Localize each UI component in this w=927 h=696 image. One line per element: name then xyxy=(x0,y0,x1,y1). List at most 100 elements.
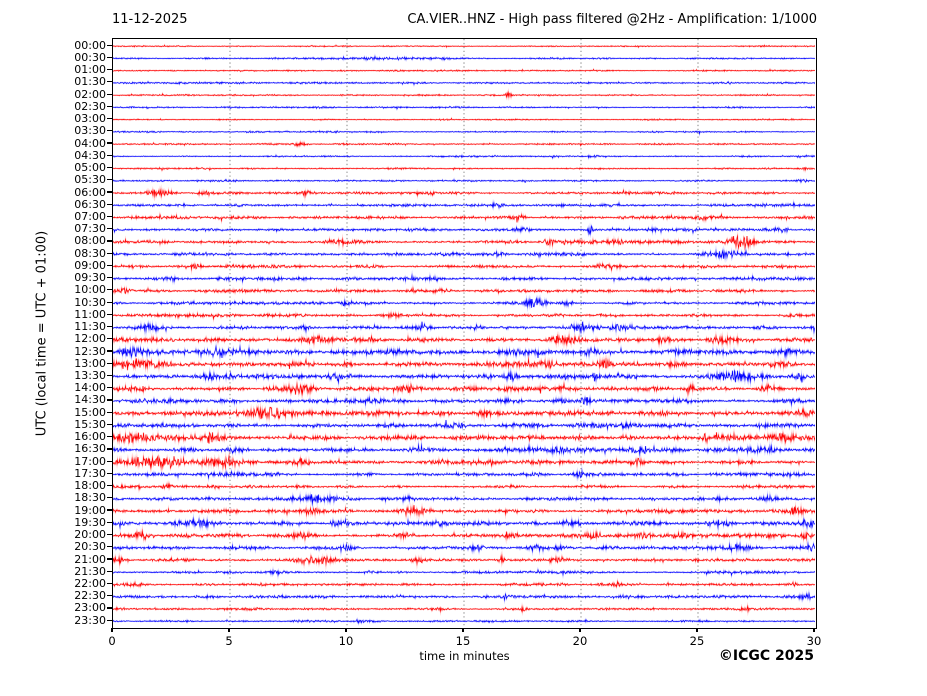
seismogram-canvas xyxy=(113,39,815,627)
y-tick-mark xyxy=(107,289,112,291)
y-tick-label: 03:00 xyxy=(74,112,106,126)
copyright-label: ©ICGC 2025 xyxy=(718,648,814,664)
y-tick-mark xyxy=(107,350,112,352)
y-tick-label: 23:00 xyxy=(74,601,106,615)
y-tick-mark xyxy=(107,448,112,450)
y-tick-label: 13:00 xyxy=(74,356,106,370)
y-tick-mark xyxy=(107,570,112,572)
y-tick-mark xyxy=(107,215,112,218)
y-tick-mark xyxy=(107,533,112,536)
y-tick-label: 17:00 xyxy=(74,454,106,468)
y-tick-mark xyxy=(107,44,112,46)
y-tick-mark xyxy=(107,374,112,377)
y-tick-mark xyxy=(107,325,112,328)
y-tick-label: 23:30 xyxy=(74,613,106,627)
x-tick-label: 10 xyxy=(338,634,354,648)
x-tick-label: 25 xyxy=(689,634,705,648)
y-tick-label: 20:00 xyxy=(74,528,106,542)
y-tick-label: 18:30 xyxy=(74,491,106,505)
y-tick-mark xyxy=(107,497,112,499)
y-tick-label: 15:30 xyxy=(74,417,106,431)
x-tick-mark xyxy=(228,628,230,632)
y-tick-label: 22:30 xyxy=(74,589,106,603)
y-tick-label: 03:30 xyxy=(74,124,106,138)
x-axis-title: time in minutes xyxy=(419,649,510,663)
y-tick-mark xyxy=(107,240,112,242)
y-tick-label: 07:00 xyxy=(74,209,106,223)
x-tick-mark xyxy=(579,628,581,632)
y-tick-mark xyxy=(107,179,112,181)
y-tick-mark xyxy=(107,558,112,560)
y-tick-label: 05:00 xyxy=(74,161,106,175)
x-tick-mark xyxy=(696,628,698,632)
y-tick-label: 00:00 xyxy=(74,38,106,52)
y-tick-label: 02:30 xyxy=(74,99,106,113)
y-tick-label: 10:00 xyxy=(74,283,106,297)
y-tick-label: 01:00 xyxy=(74,63,106,77)
y-tick-mark xyxy=(107,69,112,71)
y-tick-mark xyxy=(107,509,112,511)
y-tick-mark xyxy=(107,338,112,340)
x-tick-label: 15 xyxy=(455,634,471,648)
y-tick-label: 01:30 xyxy=(74,75,106,89)
y-tick-label: 02:00 xyxy=(74,87,106,101)
y-tick-label: 09:00 xyxy=(74,258,106,272)
y-tick-mark xyxy=(107,81,112,83)
y-tick-mark xyxy=(107,411,112,413)
y-tick-label: 19:00 xyxy=(74,503,106,517)
y-tick-label: 09:30 xyxy=(74,271,106,285)
y-tick-mark xyxy=(107,166,112,169)
y-tick-label: 21:30 xyxy=(74,564,106,578)
plot-area xyxy=(112,38,817,629)
y-tick-label: 04:00 xyxy=(74,136,106,150)
y-tick-label: 16:30 xyxy=(74,442,106,456)
y-tick-mark xyxy=(107,130,112,132)
date-label: 11-12-2025 xyxy=(112,12,188,27)
y-tick-mark xyxy=(107,423,112,426)
y-tick-mark xyxy=(107,277,112,279)
y-tick-label: 11:00 xyxy=(74,307,106,321)
x-tick-mark xyxy=(345,628,347,632)
y-tick-mark xyxy=(107,595,112,597)
y-tick-mark xyxy=(107,154,112,156)
y-tick-label: 20:30 xyxy=(74,540,106,554)
y-tick-mark xyxy=(107,105,112,107)
y-tick-label: 14:00 xyxy=(74,381,106,395)
y-tick-mark xyxy=(107,313,112,315)
x-tick-label: 20 xyxy=(572,634,588,648)
x-tick-mark xyxy=(111,628,113,632)
y-tick-mark xyxy=(107,56,112,59)
y-tick-mark xyxy=(107,228,112,230)
y-tick-mark xyxy=(107,460,112,462)
y-tick-mark xyxy=(107,118,112,120)
y-tick-mark xyxy=(107,264,112,266)
y-tick-label: 15:00 xyxy=(74,405,106,419)
y-tick-label: 00:30 xyxy=(74,50,106,64)
y-tick-label: 12:30 xyxy=(74,344,106,358)
y-tick-label: 06:00 xyxy=(74,185,106,199)
y-tick-label: 10:30 xyxy=(74,295,106,309)
y-tick-mark xyxy=(107,485,112,487)
y-tick-label: 12:00 xyxy=(74,332,106,346)
y-tick-mark xyxy=(107,362,112,364)
y-tick-mark xyxy=(107,252,112,254)
y-axis-title: UTC (local time = UTC + 01:00) xyxy=(34,230,50,437)
y-tick-label: 18:00 xyxy=(74,479,106,493)
y-tick-label: 04:30 xyxy=(74,148,106,162)
y-tick-label: 17:30 xyxy=(74,466,106,480)
x-tick-mark xyxy=(813,628,815,632)
x-tick-mark xyxy=(462,628,464,632)
y-tick-label: 05:30 xyxy=(74,173,106,187)
x-tick-label: 5 xyxy=(225,634,233,648)
y-tick-label: 07:30 xyxy=(74,222,106,236)
y-tick-mark xyxy=(107,546,112,548)
y-tick-mark xyxy=(107,301,112,303)
y-tick-mark xyxy=(107,203,112,205)
y-tick-label: 06:30 xyxy=(74,197,106,211)
y-tick-mark xyxy=(107,142,112,144)
y-tick-label: 13:30 xyxy=(74,369,106,383)
y-tick-mark xyxy=(107,582,112,585)
y-tick-label: 11:30 xyxy=(74,320,106,334)
y-tick-mark xyxy=(107,93,112,95)
